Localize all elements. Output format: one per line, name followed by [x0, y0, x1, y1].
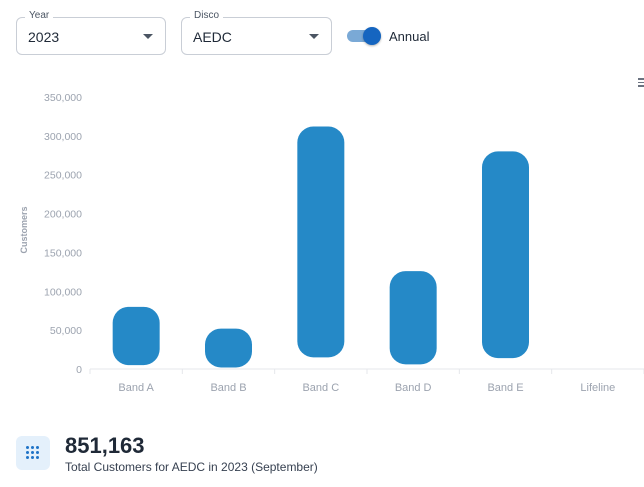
grid-dot — [31, 446, 34, 449]
grid-dot — [31, 456, 34, 459]
bar-chart: 0 50,000 100,000 150,000 200,000 250,000 300,0… — [19, 92, 644, 394]
x-tick-label: Lifeline — [580, 382, 615, 394]
bar-band-c[interactable] — [297, 126, 345, 358]
x-tick-label: Band D — [395, 382, 432, 394]
bar-band-b[interactable] — [205, 328, 252, 368]
grid-dot — [26, 451, 29, 454]
hamburger-menu-icon[interactable] — [638, 78, 644, 88]
y-tick-label: 350,000 — [44, 92, 82, 104]
disco-select-value: AEDC — [193, 29, 232, 45]
disco-select[interactable]: Disco AEDC — [181, 10, 332, 55]
y-tick-label: 200,000 — [44, 209, 82, 221]
bar-band-d[interactable] — [389, 271, 437, 365]
annual-toggle[interactable] — [347, 27, 381, 45]
year-select-value: 2023 — [28, 29, 60, 45]
year-select-label: Year — [25, 10, 54, 21]
total-customers-value: 851,163 — [65, 433, 145, 458]
chevron-down-icon — [143, 34, 153, 39]
annual-toggle-knob — [363, 27, 381, 45]
year-select[interactable]: Year 2023 — [16, 10, 166, 55]
grid-dot — [36, 451, 39, 454]
y-tick-label: 50,000 — [50, 325, 82, 337]
bar-band-e[interactable] — [482, 151, 529, 359]
x-tick-label: Band B — [210, 382, 246, 394]
y-tick-label: 150,000 — [44, 247, 82, 259]
y-tick-label: 250,000 — [44, 170, 82, 182]
grid-dots-icon — [16, 436, 50, 470]
y-tick-label: 300,000 — [44, 131, 82, 143]
grid-dot — [31, 451, 34, 454]
total-customers-caption: Total Customers for AEDC in 2023 (Septem… — [65, 460, 318, 474]
x-tick-label: Band A — [118, 382, 154, 394]
y-tick-label: 0 — [76, 364, 82, 376]
x-tick-label: Band C — [302, 382, 339, 394]
grid-dot — [36, 456, 39, 459]
y-axis-title: Customers — [19, 206, 29, 253]
annual-toggle-label: Annual — [389, 29, 430, 44]
disco-select-label: Disco — [190, 10, 224, 21]
chevron-down-icon — [309, 34, 319, 39]
grid-dot — [26, 456, 29, 459]
grid-dot — [26, 446, 29, 449]
y-tick-label: 100,000 — [44, 286, 82, 298]
x-tick-label: Band E — [487, 382, 523, 394]
grid-dot — [36, 446, 39, 449]
bar-band-a[interactable] — [112, 306, 160, 366]
